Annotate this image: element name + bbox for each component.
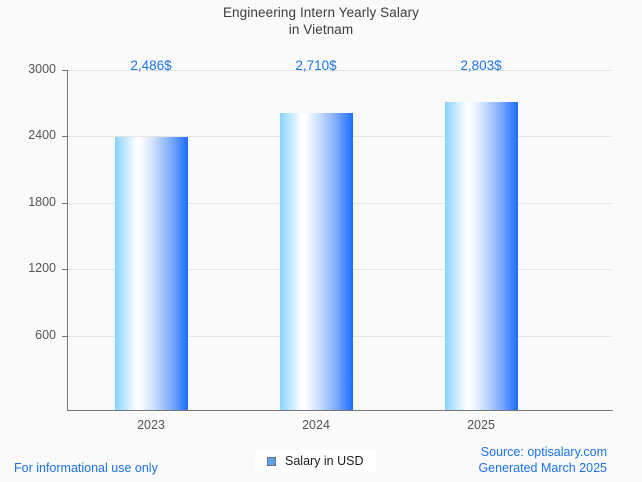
x-axis-label-2025: 2025 — [467, 418, 495, 432]
legend-swatch-icon — [267, 456, 276, 466]
y-tick-label-3000: 3000 — [28, 62, 56, 76]
y-tick-mark-3000 — [62, 70, 68, 71]
x-axis-label-2023: 2023 — [137, 418, 165, 432]
chart-title-line-2: in Vietnam — [288, 21, 354, 37]
x-axis-label-2024: 2024 — [302, 418, 330, 432]
y-tick-label-2400: 2400 — [28, 128, 56, 142]
generated-line: Generated March 2025 — [478, 460, 607, 475]
y-tick-label-1200: 1200 — [28, 261, 56, 275]
bar-2023[interactable] — [115, 137, 188, 410]
bar-value-2025: 2,803$ — [460, 58, 502, 73]
legend-label-salary-in-usd: Salary in USD — [285, 454, 364, 468]
bar-value-2024: 2,710$ — [295, 58, 337, 73]
y-tick-mark-1800 — [62, 203, 68, 204]
bar-2024[interactable] — [280, 113, 353, 410]
source-attribution: Source: optisalary.com Generated March 2… — [478, 445, 607, 476]
chart-title-line-1: Engineering Intern Yearly Salary — [222, 5, 420, 20]
y-tick-mark-600 — [62, 336, 68, 337]
bar-value-2023: 2,486$ — [130, 58, 172, 73]
chart-legend[interactable]: Salary in USD — [255, 450, 376, 472]
gridline-3000 — [68, 70, 612, 71]
y-tick-mark-1200 — [62, 269, 68, 270]
bar-2025[interactable] — [445, 102, 518, 410]
x-axis-line — [67, 410, 613, 411]
y-tick-label-1800: 1800 — [28, 195, 56, 209]
source-line: Source: optisalary.com — [480, 445, 607, 459]
chart-title: Engineering Intern Yearly Salary in Viet… — [0, 5, 642, 38]
plot-area — [68, 70, 612, 410]
disclaimer-text: For informational use only — [14, 461, 158, 475]
y-axis-line — [67, 70, 68, 411]
y-tick-mark-2400 — [62, 136, 68, 137]
y-tick-label-600: 600 — [35, 328, 56, 342]
